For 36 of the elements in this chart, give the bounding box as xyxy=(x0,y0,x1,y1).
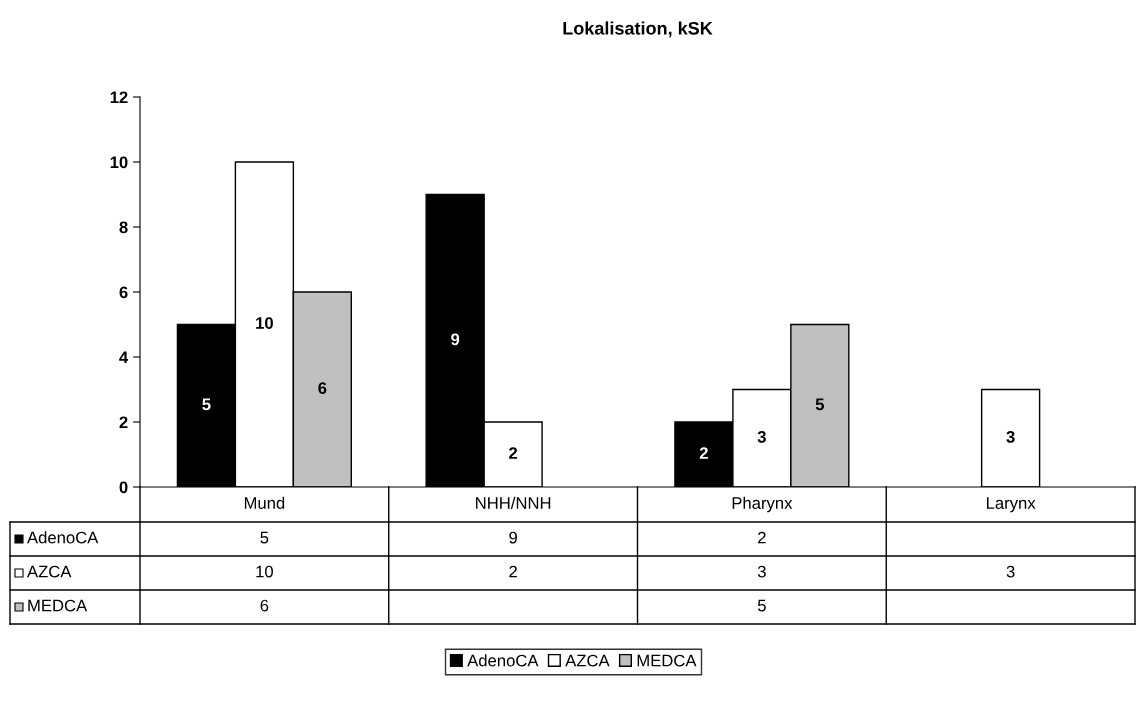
data-label: 10 xyxy=(256,317,273,329)
y-tick-label: 12 xyxy=(110,91,128,104)
x-tick-label: Pharynx xyxy=(732,496,793,513)
text: 6 xyxy=(260,599,269,612)
text: MEDCA xyxy=(28,599,88,612)
data-label: 3 xyxy=(1006,430,1015,443)
text: 5 xyxy=(260,531,269,544)
text: AdenoCA xyxy=(467,654,539,667)
text: 9 xyxy=(509,531,517,544)
data-label: 5 xyxy=(202,398,211,411)
text: 2 xyxy=(509,565,517,578)
data-label: 6 xyxy=(318,382,327,394)
x-tick-label: Larynx xyxy=(986,497,1036,513)
data-label: 5 xyxy=(815,398,824,411)
y-tick-label: 8 xyxy=(119,221,128,234)
data-label: 2 xyxy=(509,447,518,459)
y-tick-label: 6 xyxy=(119,286,128,299)
text: 2 xyxy=(758,531,766,544)
y-tick-label: 2 xyxy=(119,416,128,429)
text: 10 xyxy=(256,565,273,578)
chart-title: Lokalisation, kSK xyxy=(563,21,713,38)
text: AZCA xyxy=(27,565,72,578)
legend-label: AZCA xyxy=(565,654,610,667)
y-tick-label: 10 xyxy=(110,156,128,169)
data-label: 3 xyxy=(757,430,766,443)
legend-label: AdenoCA xyxy=(27,531,99,544)
data-label: 2 xyxy=(699,447,708,459)
x-tick-label: NHH/NNH xyxy=(476,496,551,509)
x-tick-label: Mund xyxy=(244,496,285,509)
y-tick-label: 4 xyxy=(119,351,129,364)
text: 3 xyxy=(1006,565,1015,578)
data-label: 9 xyxy=(451,333,460,346)
legend-label: MEDCA xyxy=(637,654,697,667)
y-tick-label: 0 xyxy=(119,481,128,494)
text: 3 xyxy=(757,565,766,578)
text: 5 xyxy=(757,599,766,612)
